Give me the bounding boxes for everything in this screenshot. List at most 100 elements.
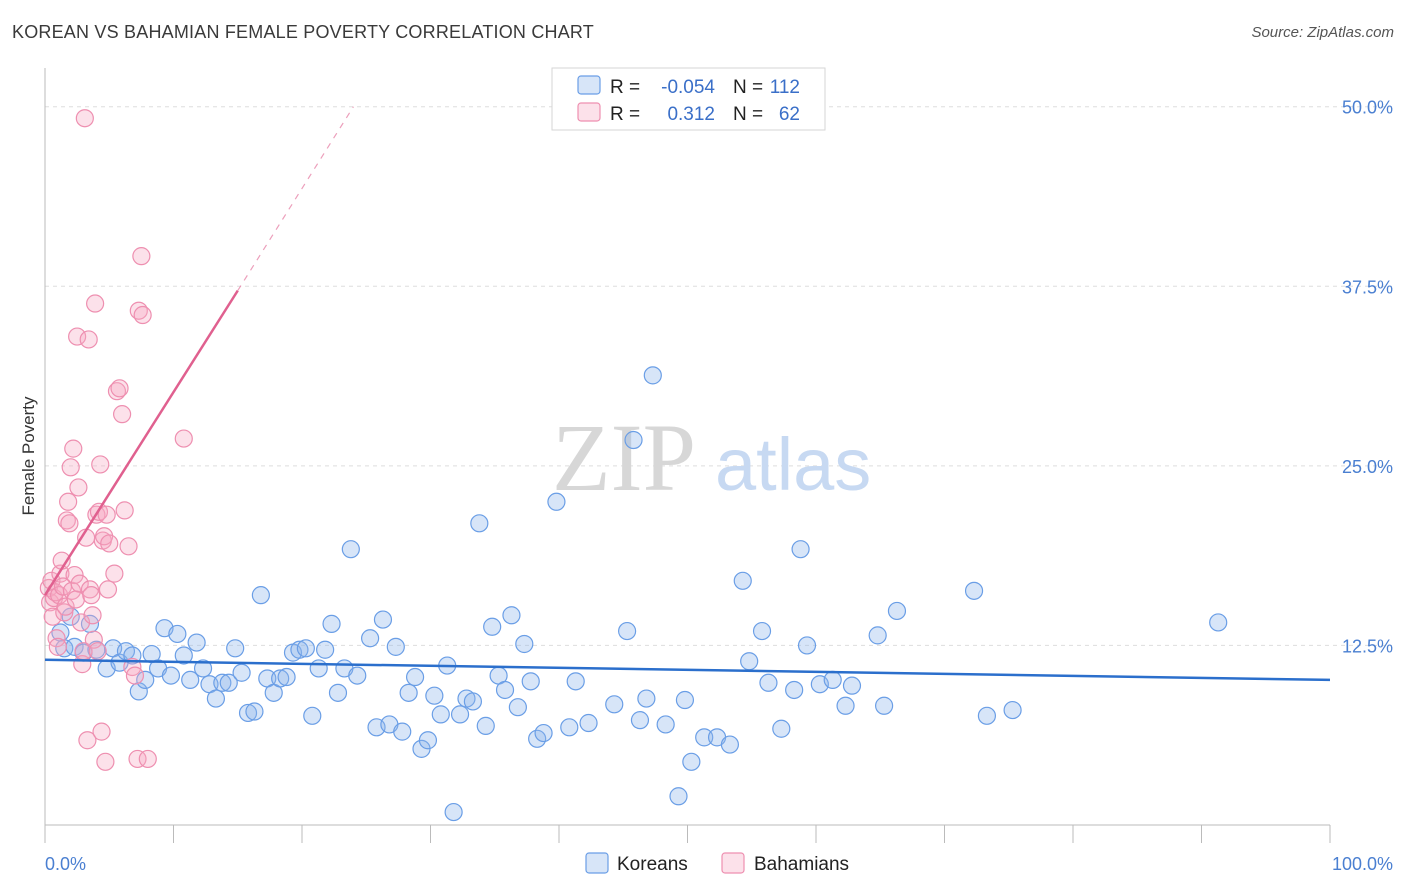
point-korean <box>399 683 418 702</box>
point-korean <box>875 696 894 715</box>
y-tick-label: 50.0% <box>1342 98 1393 118</box>
point-korean <box>579 713 598 733</box>
point-bahamian <box>88 642 107 661</box>
point-korean <box>483 617 502 636</box>
point-korean <box>418 731 438 750</box>
point-korean <box>695 728 714 747</box>
point-korean <box>637 689 656 708</box>
point-bahamian <box>48 637 67 656</box>
point-bahamian <box>80 580 100 599</box>
bottom-legend-label-koreans: Koreans <box>617 854 688 875</box>
point-bahamian <box>138 749 157 769</box>
point-bahamian <box>107 382 127 401</box>
point-korean <box>361 629 380 648</box>
point-bahamian <box>133 305 152 325</box>
point-korean <box>470 514 489 533</box>
point-korean <box>515 634 534 654</box>
point-bahamian <box>110 379 129 398</box>
point-korean <box>1003 700 1022 720</box>
point-bahamian <box>100 534 119 553</box>
point-korean <box>502 606 521 625</box>
point-bahamian <box>79 330 98 349</box>
point-korean <box>733 571 752 590</box>
tick-labels: 12.5% 25.0% 37.5% 50.0% 0.0% 100.0% <box>45 98 1393 874</box>
legend-swatch-korean <box>577 75 601 95</box>
point-korean <box>316 640 335 659</box>
point-korean <box>618 621 637 641</box>
page-title: KOREAN VS BAHAMIAN FEMALE POVERTY CORREL… <box>12 22 594 42</box>
point-korean <box>566 672 585 691</box>
point-bahamian <box>61 458 80 477</box>
point-bahamian <box>97 505 116 524</box>
point-bahamian <box>59 492 78 511</box>
point-bahamian <box>96 752 115 771</box>
point-korean <box>759 673 778 692</box>
y-tick-label: 25.0% <box>1342 457 1393 477</box>
point-korean <box>964 581 984 600</box>
bottom-legend-label-bahamians: Bahamians <box>754 854 849 875</box>
point-korean <box>560 718 579 737</box>
point-korean <box>630 711 650 730</box>
point-korean <box>303 706 322 725</box>
point-korean <box>772 719 791 738</box>
y-tick-label: 37.5% <box>1342 277 1393 297</box>
point-korean <box>322 614 341 633</box>
point-bahamian <box>112 405 132 424</box>
point-korean <box>720 735 740 754</box>
point-korean <box>656 715 675 734</box>
legend-n-label-korean: N = <box>733 77 763 98</box>
point-korean <box>277 667 296 687</box>
point-bahamian <box>60 514 79 533</box>
trend-line-bahamian <box>43 289 239 596</box>
point-korean <box>271 669 290 688</box>
point-korean <box>547 492 566 511</box>
source-credit: Source: ZipAtlas.com <box>1251 24 1394 41</box>
point-korean <box>887 601 907 621</box>
watermark-zip: ZIP <box>552 404 696 511</box>
point-korean <box>232 663 251 682</box>
point-bahamian <box>71 613 91 632</box>
point-bahamian <box>75 109 94 128</box>
point-bahamian <box>57 511 76 530</box>
point-korean <box>136 670 155 690</box>
bottom-legend-swatch-bahamians <box>721 852 745 874</box>
point-bahamian <box>86 294 105 313</box>
point-bahamian <box>56 597 75 616</box>
grid-lines <box>45 106 1392 646</box>
legend-swatch-bahamian <box>577 102 601 122</box>
point-korean <box>425 686 444 705</box>
point-korean <box>508 698 527 717</box>
point-bahamian <box>65 565 84 585</box>
series-legend: Koreans Bahamians <box>585 852 849 875</box>
point-bahamian <box>119 537 138 556</box>
point-korean <box>309 659 328 678</box>
point-korean <box>669 787 688 806</box>
legend-n-value-korean: 112 <box>770 77 800 98</box>
trend-lines <box>43 106 1331 682</box>
point-bahamian <box>62 581 82 600</box>
point-bahamian <box>105 564 124 583</box>
point-korean <box>193 659 213 678</box>
point-korean <box>842 676 862 695</box>
watermark: ZIP atlas <box>552 404 871 511</box>
point-bahamian <box>69 478 88 497</box>
x-tick-label: 0.0% <box>45 854 86 874</box>
point-korean <box>450 705 470 724</box>
point-bahamian <box>78 731 97 750</box>
point-korean <box>752 621 772 641</box>
point-bahamian <box>55 603 74 622</box>
point-korean <box>495 680 515 700</box>
point-korean <box>463 692 483 711</box>
legend-r-value-bahamian: 0.312 <box>667 104 715 125</box>
point-bahamian <box>43 607 62 626</box>
watermark-atlas: atlas <box>715 423 871 506</box>
point-bahamian <box>82 586 101 605</box>
bottom-legend-swatch-koreans <box>585 852 609 874</box>
legend-r-label-korean: R = <box>610 77 640 98</box>
point-korean <box>534 723 553 743</box>
point-korean <box>476 716 495 735</box>
y-axis-title: Female Poverty <box>19 396 38 516</box>
point-korean <box>675 690 695 710</box>
point-korean <box>290 640 309 659</box>
point-bahamian <box>84 630 103 649</box>
